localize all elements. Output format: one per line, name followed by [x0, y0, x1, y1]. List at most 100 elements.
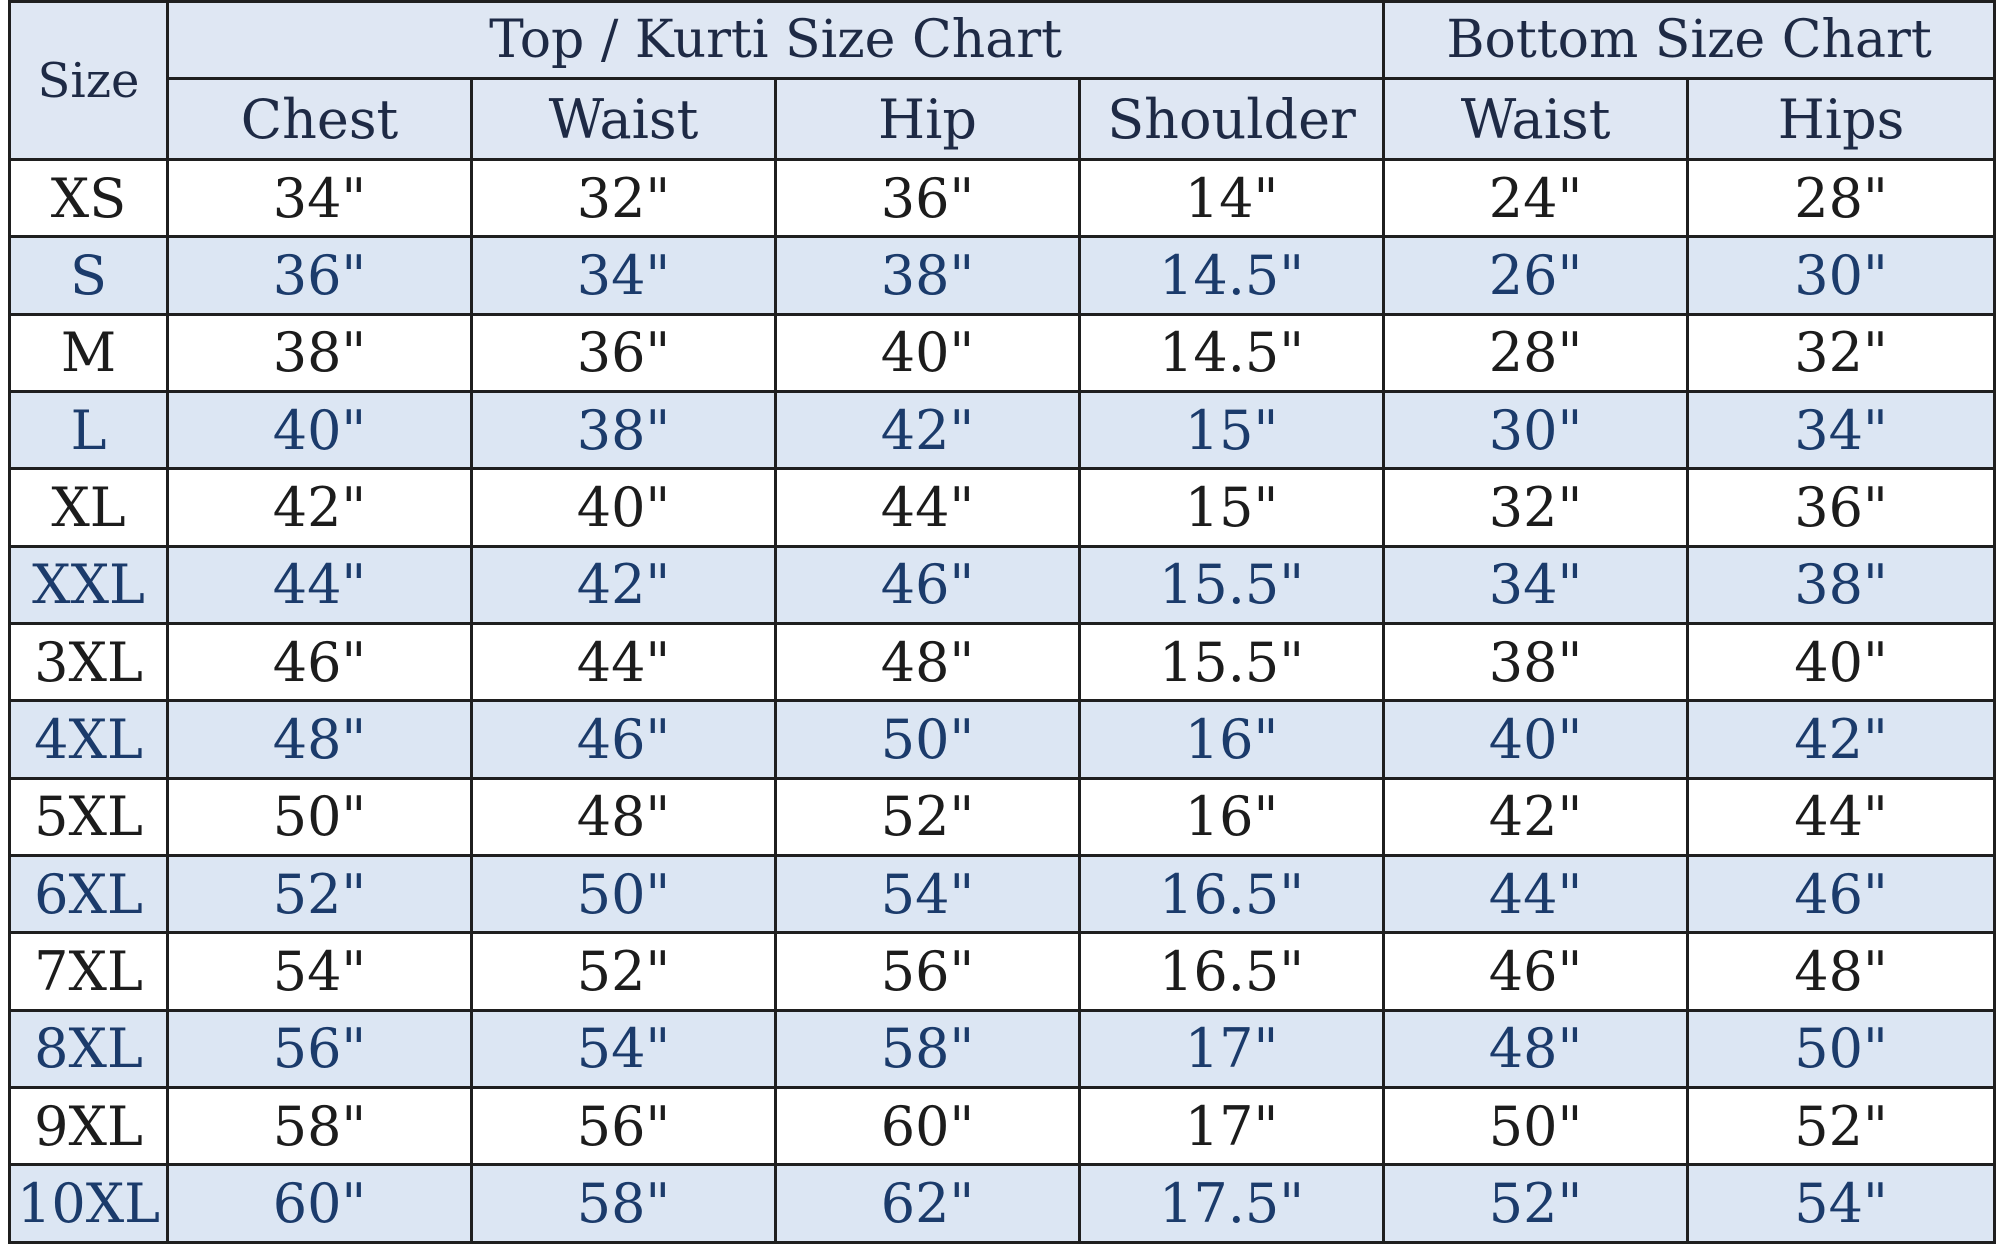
column-header-top-waist: Waist	[470, 77, 777, 161]
bottom-waist-cell: 38"	[1382, 622, 1690, 703]
hips-cell: 32"	[1686, 312, 1997, 394]
table-row: XS 34" 32" 36" 14" 24" 28"	[8, 157, 1997, 239]
chest-cell: 50"	[166, 776, 473, 858]
column-header-row: Chest Waist Hip Shoulder Waist Hips	[10, 77, 1997, 161]
size-column-header: Size	[8, 0, 169, 161]
shoulder-cell: 15.5"	[1077, 544, 1386, 626]
hip-cell: 38"	[774, 235, 1081, 316]
top-waist-cell: 50"	[470, 854, 777, 935]
top-waist-cell: 36"	[470, 312, 777, 394]
top-waist-cell: 44"	[470, 622, 777, 703]
hips-cell: 34"	[1686, 390, 1997, 471]
top-waist-cell: 56"	[470, 1086, 777, 1167]
bottom-waist-cell: 28"	[1382, 312, 1690, 394]
chest-cell: 36"	[166, 235, 473, 316]
table-row: S 36" 34" 38" 14.5" 26" 30"	[8, 235, 1997, 316]
shoulder-cell: 16"	[1077, 776, 1386, 858]
hips-cell: 48"	[1686, 931, 1997, 1012]
shoulder-cell: 15.5"	[1077, 622, 1386, 703]
chest-cell: 34"	[166, 157, 473, 239]
size-cell: M	[8, 312, 169, 394]
bottom-waist-cell: 32"	[1382, 467, 1690, 548]
size-cell: S	[8, 235, 169, 316]
top-waist-cell: 34"	[470, 235, 777, 316]
table-row: XL 42" 40" 44" 15" 32" 36"	[8, 467, 1997, 548]
chest-cell: 46"	[166, 622, 473, 703]
table-row: 5XL 50" 48" 52" 16" 42" 44"	[8, 776, 1997, 858]
chest-cell: 52"	[166, 854, 473, 935]
table-row: 10XL 60" 58" 62" 17.5" 52" 54"	[8, 1163, 1997, 1244]
shoulder-cell: 16.5"	[1077, 854, 1386, 935]
size-cell: 4XL	[8, 699, 169, 780]
top-waist-cell: 40"	[470, 467, 777, 548]
column-header-shoulder: Shoulder	[1077, 77, 1386, 161]
chest-cell: 58"	[166, 1086, 473, 1167]
size-cell: L	[8, 390, 169, 471]
bottom-waist-cell: 34"	[1382, 544, 1690, 626]
top-waist-cell: 46"	[470, 699, 777, 780]
column-header-bottom-waist: Waist	[1382, 77, 1690, 161]
hips-cell: 36"	[1686, 467, 1997, 548]
group-header-row: Size Top / Kurti Size Chart Bottom Size …	[8, 0, 1997, 161]
table-row: L 40" 38" 42" 15" 30" 34"	[8, 390, 1997, 471]
size-cell: 10XL	[8, 1163, 169, 1244]
hip-cell: 46"	[774, 544, 1081, 626]
shoulder-cell: 16"	[1077, 699, 1386, 780]
hips-cell: 40"	[1686, 622, 1997, 703]
hip-cell: 52"	[774, 776, 1081, 858]
bottom-waist-cell: 42"	[1382, 776, 1690, 858]
column-header-hips: Hips	[1686, 77, 1997, 161]
table-row: 8XL 56" 54" 58" 17" 48" 50"	[8, 1008, 1997, 1090]
hip-cell: 48"	[774, 622, 1081, 703]
chest-cell: 60"	[166, 1163, 473, 1244]
table-row: 7XL 54" 52" 56" 16.5" 46" 48"	[8, 931, 1997, 1012]
size-chart-table: Size Top / Kurti Size Chart Bottom Size …	[8, 0, 1997, 1244]
bottom-waist-cell: 44"	[1382, 854, 1690, 935]
bottom-waist-cell: 48"	[1382, 1008, 1690, 1090]
size-cell: 8XL	[8, 1008, 169, 1090]
table-row: XXL 44" 42" 46" 15.5" 34" 38"	[8, 544, 1997, 626]
shoulder-cell: 15"	[1077, 467, 1386, 548]
hip-cell: 36"	[774, 157, 1081, 239]
size-cell: 9XL	[8, 1086, 169, 1167]
hip-cell: 62"	[774, 1163, 1081, 1244]
bottom-waist-cell: 26"	[1382, 235, 1690, 316]
bottom-waist-cell: 52"	[1382, 1163, 1690, 1244]
top-waist-cell: 52"	[470, 931, 777, 1012]
bottom-waist-cell: 50"	[1382, 1086, 1690, 1167]
size-rows: XS 34" 32" 36" 14" 24" 28" S 36" 34" 38" 14.5" 26" 30…	[8, 157, 1997, 1244]
hip-cell: 42"	[774, 390, 1081, 471]
shoulder-cell: 17.5"	[1077, 1163, 1386, 1244]
column-header-chest: Chest	[166, 77, 473, 161]
hips-cell: 52"	[1686, 1086, 1997, 1167]
hip-cell: 56"	[774, 931, 1081, 1012]
column-header-hip: Hip	[774, 77, 1081, 161]
top-waist-cell: 38"	[470, 390, 777, 471]
size-cell: 3XL	[8, 622, 169, 703]
shoulder-cell: 17"	[1077, 1008, 1386, 1090]
top-waist-cell: 48"	[470, 776, 777, 858]
hip-cell: 44"	[774, 467, 1081, 548]
hips-cell: 38"	[1686, 544, 1997, 626]
size-cell: XXL	[8, 544, 169, 626]
size-cell: XS	[8, 157, 169, 239]
table-row: M 38" 36" 40" 14.5" 28" 32"	[8, 312, 1997, 394]
table-row: 6XL 52" 50" 54" 16.5" 44" 46"	[8, 854, 1997, 935]
chest-cell: 54"	[166, 931, 473, 1012]
shoulder-cell: 15"	[1077, 390, 1386, 471]
hip-cell: 50"	[774, 699, 1081, 780]
hips-cell: 44"	[1686, 776, 1997, 858]
top-waist-cell: 54"	[470, 1008, 777, 1090]
top-kurti-group-header: Top / Kurti Size Chart	[165, 0, 1386, 80]
chest-cell: 48"	[166, 699, 473, 780]
shoulder-cell: 14.5"	[1077, 235, 1386, 316]
table-row: 4XL 48" 46" 50" 16" 40" 42"	[8, 699, 1997, 780]
bottom-waist-cell: 24"	[1382, 157, 1690, 239]
bottom-waist-cell: 46"	[1382, 931, 1690, 1012]
table-row: 3XL 46" 44" 48" 15.5" 38" 40"	[8, 622, 1997, 703]
size-cell: 5XL	[8, 776, 169, 858]
chest-cell: 42"	[166, 467, 473, 548]
hip-cell: 40"	[774, 312, 1081, 394]
hip-cell: 58"	[774, 1008, 1081, 1090]
hips-cell: 46"	[1686, 854, 1997, 935]
